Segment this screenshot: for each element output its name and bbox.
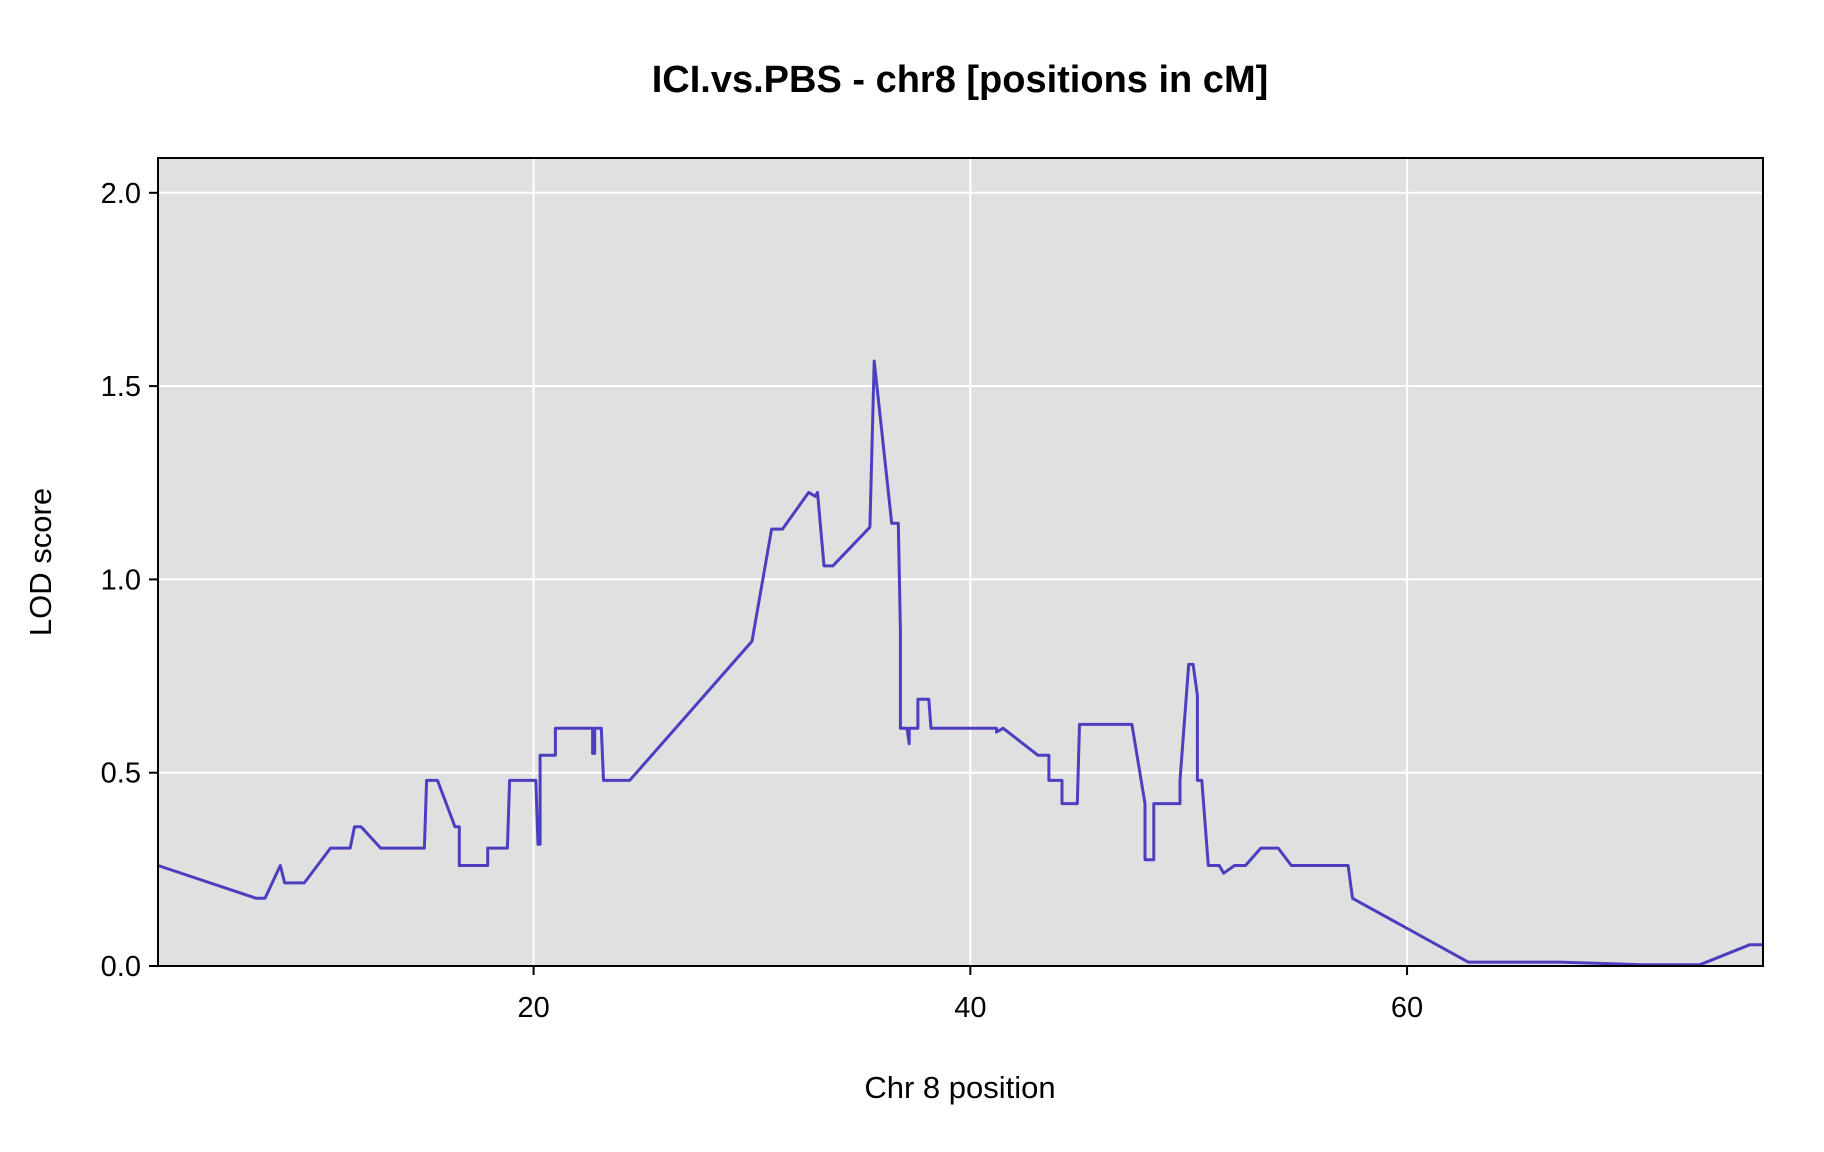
chart-title: ICI.vs.PBS - chr8 [positions in cM] bbox=[652, 59, 1269, 101]
x-axis-label: Chr 8 position bbox=[864, 1070, 1055, 1105]
y-axis-label: LOD score bbox=[23, 488, 58, 636]
x-tick-label: 60 bbox=[1391, 992, 1423, 1024]
y-tick-label: 0.0 bbox=[101, 951, 141, 983]
y-axis-ticks: 0.0 0.5 1.0 1.5 2.0 bbox=[101, 178, 158, 983]
x-axis-ticks: 20 40 60 bbox=[517, 966, 1423, 1024]
y-tick-label: 2.0 bbox=[101, 178, 141, 210]
x-tick-label: 20 bbox=[517, 992, 549, 1024]
y-tick-label: 1.0 bbox=[101, 564, 141, 596]
lod-series-line bbox=[157, 359, 1763, 967]
y-tick-label: 0.5 bbox=[101, 758, 141, 790]
x-tick-label: 40 bbox=[954, 992, 986, 1024]
plot-panel bbox=[158, 158, 1763, 966]
y-tick-label: 1.5 bbox=[101, 371, 141, 403]
plot-frame bbox=[157, 157, 1764, 967]
